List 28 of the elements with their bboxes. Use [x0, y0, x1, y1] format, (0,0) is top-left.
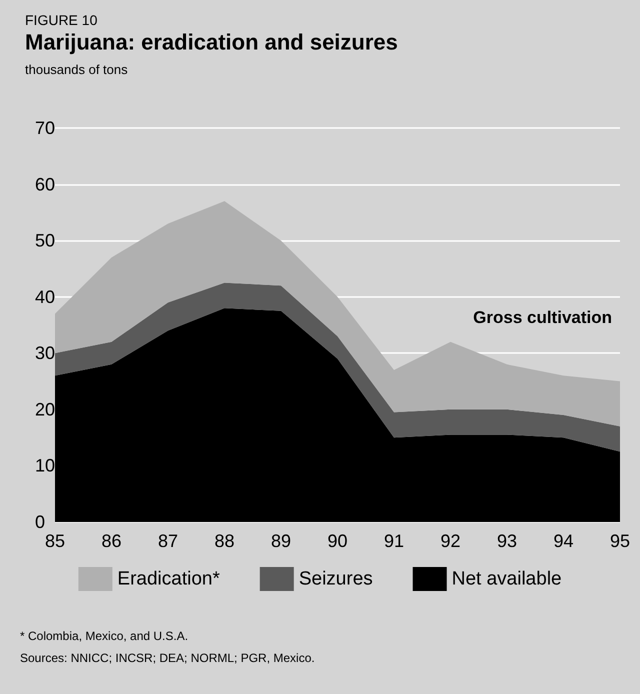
chart-title: Marijuana: eradication and seizures [25, 30, 398, 54]
x-tick-label: 93 [496, 531, 518, 551]
y-tick-label: 30 [35, 343, 56, 364]
y-tick-label: 40 [35, 286, 56, 307]
x-tick-label: 85 [44, 531, 66, 551]
x-tick-label: 89 [270, 531, 292, 551]
y-tick-label: 20 [35, 399, 56, 420]
x-tick-label: 94 [553, 531, 574, 551]
x-tick-label: 88 [214, 531, 235, 551]
y-tick-label: 70 [35, 118, 56, 138]
x-tick-label: 87 [158, 531, 178, 551]
y-tick-label: 50 [35, 230, 56, 251]
legend-label: Eradication* [117, 568, 220, 590]
y-tick-label: 0 [35, 512, 46, 532]
x-tick-label: 92 [440, 531, 461, 551]
y-tick-label: 60 [35, 174, 56, 194]
chart-subtitle: FIGURE 10 [25, 12, 98, 28]
y-axis-title: thousands of tons [25, 62, 128, 77]
x-tick-label: 91 [384, 531, 404, 551]
annotation: Gross cultivation [473, 308, 612, 327]
x-tick-label: 86 [101, 531, 122, 551]
legend-label: Seizures [298, 568, 373, 590]
text: * Colombia, Mexico, and U.S.A. [20, 629, 188, 643]
legend-label: Net available [452, 568, 562, 590]
x-tick-label: 90 [327, 531, 348, 551]
y-tick-label: 10 [35, 456, 56, 476]
x-tick-label: 95 [610, 531, 630, 551]
source-note: Sources: NNICC; INCSR; DEA; NORML; PGR, Mexico. [20, 651, 315, 665]
